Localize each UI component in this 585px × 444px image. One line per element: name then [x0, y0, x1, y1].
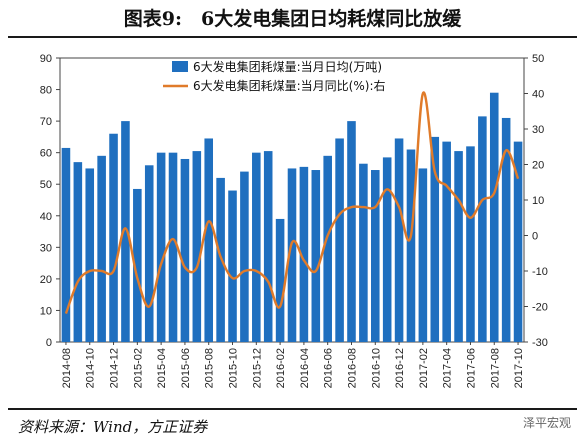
bar-2016-01 — [263, 151, 273, 342]
bar-2017-09 — [501, 117, 511, 342]
bar-2017-05 — [454, 151, 463, 342]
legend-swatch-bar — [172, 61, 188, 72]
y-tick-label: 0 — [46, 337, 52, 349]
x-tick-label: 2016-06 — [323, 348, 335, 388]
bar-2015-01 — [121, 121, 130, 342]
bar-2016-02 — [275, 218, 285, 342]
bar-2016-08 — [347, 121, 356, 342]
x-tick-label: 2017-06 — [465, 348, 477, 388]
bar-2017-10 — [513, 141, 523, 342]
y2-tick-label: -30 — [532, 337, 548, 349]
y-tick-label: 90 — [40, 53, 52, 65]
bar-2017-01 — [406, 149, 416, 342]
bar-2015-07 — [192, 151, 202, 342]
x-tick-label: 2017-08 — [489, 348, 501, 388]
x-tick-label: 2016-12 — [394, 348, 406, 388]
bar-2017-08 — [489, 92, 499, 342]
bar-2014-09 — [73, 162, 83, 342]
bar-2015-06 — [180, 158, 190, 342]
y2-tick-label: 0 — [532, 231, 538, 243]
y-tick-label: 50 — [40, 179, 52, 191]
bar-2016-07 — [335, 138, 344, 342]
y2-tick-label: -20 — [532, 302, 548, 314]
y2-tick-label: 50 — [532, 53, 544, 65]
bar-2015-11 — [240, 171, 249, 342]
bar-2016-09 — [359, 163, 368, 342]
bar-2015-10 — [228, 190, 237, 342]
page-title: 图表9: 6大发电集团日均耗煤同比放缓 — [123, 8, 462, 30]
y-tick-label: 30 — [40, 242, 52, 254]
bar-2016-03 — [287, 168, 297, 342]
x-tick-label: 2015-10 — [228, 348, 240, 388]
bar-2015-02 — [133, 188, 142, 342]
x-tick-label: 2017-04 — [442, 348, 454, 388]
x-tick-label: 2015-08 — [204, 348, 216, 388]
bar-2017-03 — [430, 136, 440, 342]
x-tick-label: 2014-10 — [85, 348, 97, 388]
watermark: 泽平宏观 — [522, 416, 571, 430]
bar-2014-10 — [85, 168, 95, 342]
source-divider — [8, 408, 577, 410]
y-tick-label: 20 — [40, 274, 52, 286]
y-tick-label: 70 — [40, 116, 52, 128]
bar-2016-12 — [394, 138, 404, 342]
bar-2015-05 — [168, 152, 178, 342]
bar-2017-07 — [478, 116, 487, 342]
bar-2015-08 — [204, 138, 214, 342]
x-tick-label: 2016-02 — [275, 348, 287, 388]
bar-2016-06 — [323, 155, 332, 342]
y2-tick-label: 20 — [532, 160, 544, 172]
bar-2016-11 — [382, 157, 392, 342]
title-divider — [8, 36, 577, 38]
bar-2017-02 — [418, 168, 428, 342]
x-tick-label: 2016-08 — [346, 348, 358, 388]
y-tick-label: 10 — [40, 305, 52, 317]
bar-2015-04 — [156, 152, 166, 342]
x-tick-label: 2015-04 — [156, 348, 168, 388]
y2-tick-label: 10 — [532, 195, 544, 207]
y-tick-label: 60 — [40, 148, 52, 160]
y2-tick-label: 30 — [532, 124, 544, 136]
y2-tick-label: 40 — [532, 89, 544, 101]
y2-tick-label: -10 — [532, 266, 548, 278]
bar-2017-06 — [466, 146, 475, 342]
x-tick-label: 2014-12 — [109, 348, 121, 388]
x-tick-label: 2016-10 — [370, 348, 382, 388]
x-tick-label: 2016-04 — [299, 348, 311, 388]
y-tick-label: 80 — [40, 85, 52, 97]
bar-2016-10 — [370, 170, 380, 342]
bar-2015-12 — [252, 152, 261, 342]
yoy-line — [64, 91, 520, 315]
x-tick-label: 2017-02 — [418, 348, 430, 388]
x-tick-label: 2015-06 — [180, 348, 192, 388]
bar-2015-03 — [144, 165, 154, 342]
bar-2016-04 — [299, 166, 309, 342]
legend-label-bar: 6大发电集团耗煤量:当月日均(万吨) — [193, 59, 382, 74]
x-tick-label: 2017-10 — [513, 348, 525, 388]
bar-2017-04 — [442, 141, 451, 342]
legend-label-line: 6大发电集团耗煤量:当月同比(%):右 — [193, 78, 386, 93]
bar-2015-09 — [216, 177, 225, 342]
x-tick-label: 2015-12 — [251, 348, 263, 388]
bar-2014-11 — [97, 155, 106, 342]
bar-2014-08 — [61, 147, 71, 342]
x-tick-label: 2014-08 — [61, 348, 73, 388]
x-tick-label: 2015-02 — [132, 348, 144, 388]
bar-2016-05 — [311, 170, 321, 342]
bar-2014-12 — [109, 133, 118, 342]
y-tick-label: 40 — [40, 211, 52, 223]
source-note: 资料来源：Wind，方正证券 — [18, 418, 208, 436]
